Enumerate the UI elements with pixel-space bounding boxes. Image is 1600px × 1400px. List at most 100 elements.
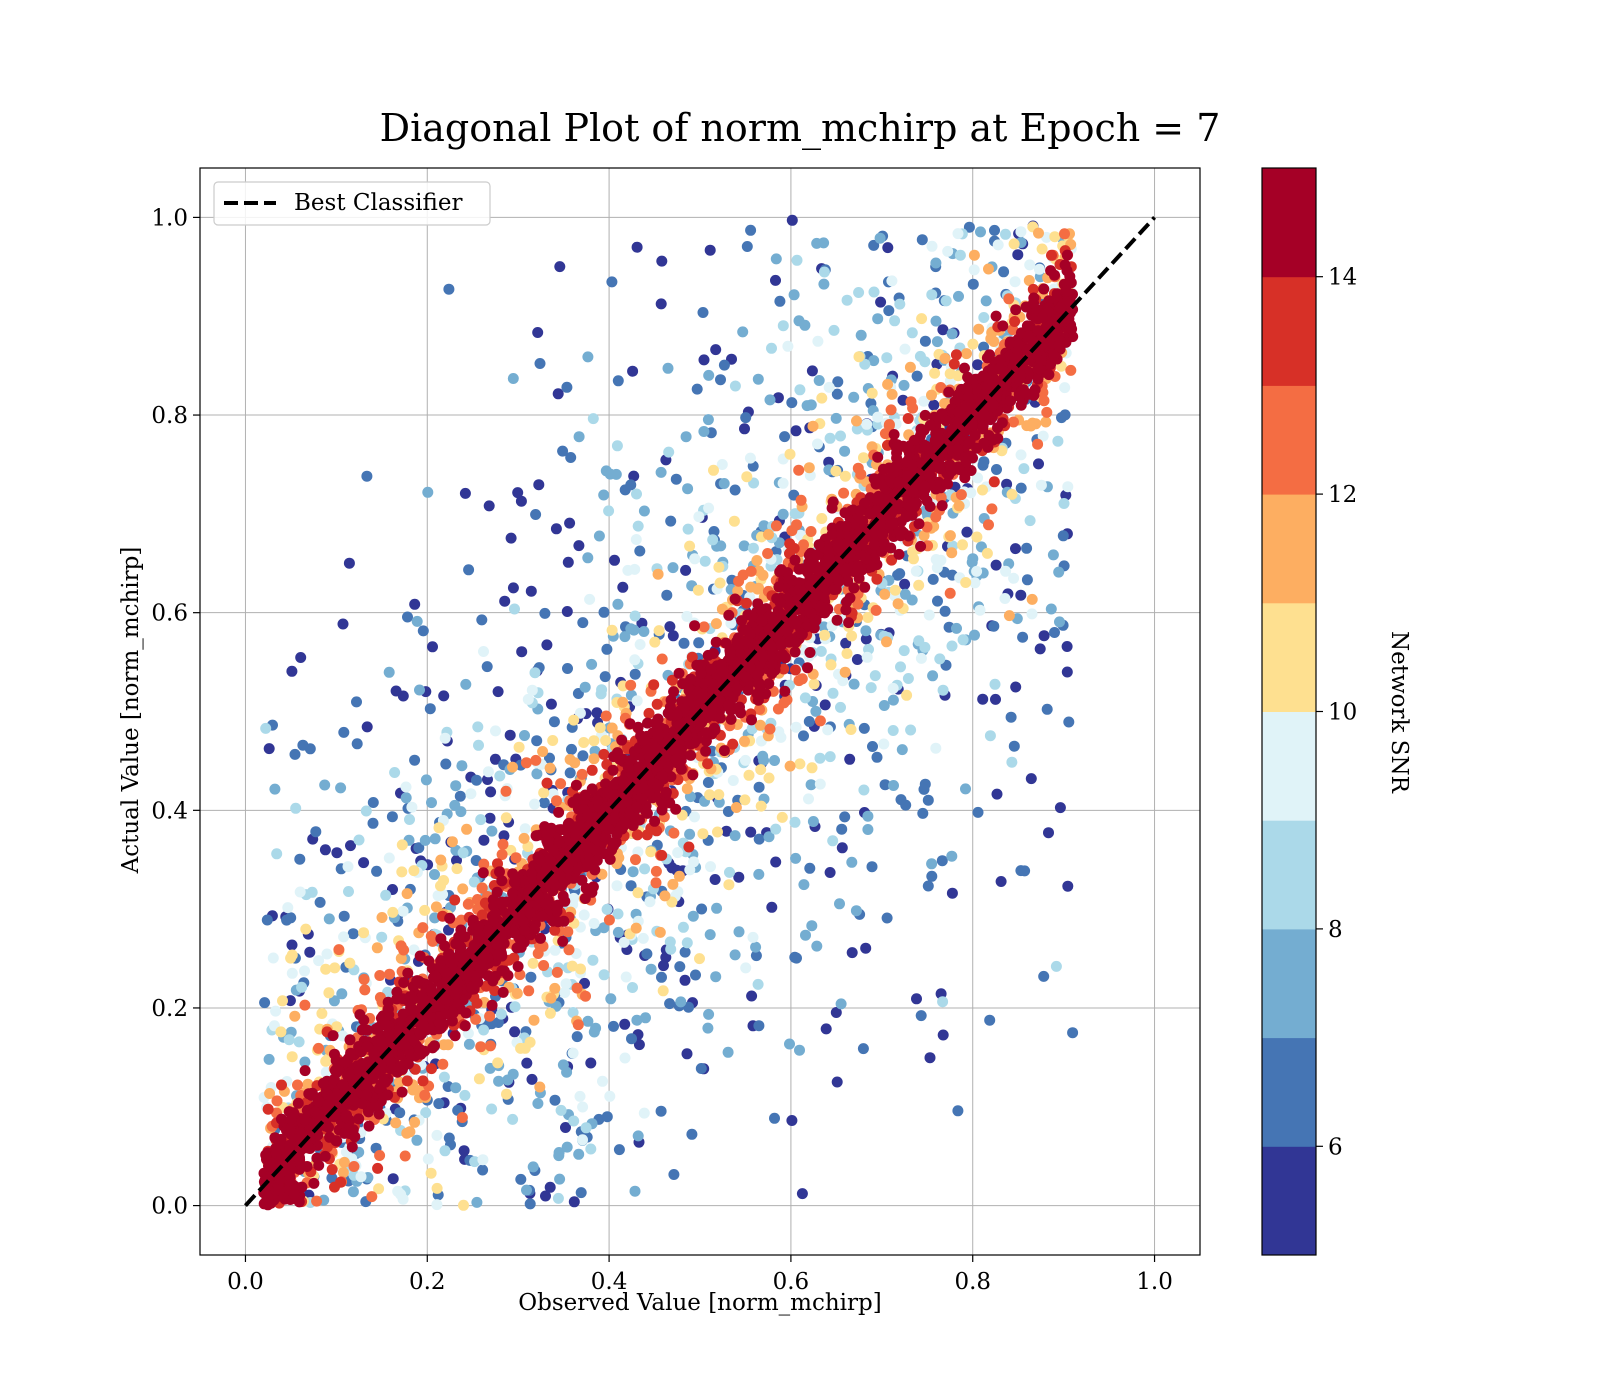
data-point <box>1033 227 1044 239</box>
data-point <box>885 404 897 416</box>
data-point <box>992 239 1004 251</box>
data-point <box>562 926 574 938</box>
data-point <box>345 840 356 852</box>
data-point <box>770 856 782 868</box>
data-point <box>881 636 892 648</box>
data-point <box>417 922 429 934</box>
data-point <box>789 664 801 676</box>
data-point <box>612 908 624 920</box>
data-point <box>975 226 986 238</box>
data-point <box>407 1084 419 1096</box>
data-point <box>683 841 695 853</box>
data-point <box>937 1029 949 1041</box>
data-point <box>438 1071 450 1083</box>
data-point <box>526 684 538 696</box>
data-point <box>454 790 466 802</box>
data-point <box>957 539 968 551</box>
data-point <box>968 264 980 276</box>
data-point <box>314 896 326 908</box>
data-point <box>758 755 770 766</box>
data-point <box>1015 482 1027 494</box>
data-point <box>929 367 941 379</box>
data-point <box>919 409 931 421</box>
data-point <box>681 1048 693 1060</box>
data-point <box>1025 420 1037 432</box>
data-point <box>586 764 598 776</box>
data-point <box>396 1086 408 1098</box>
data-point <box>568 892 580 904</box>
data-point <box>262 1103 274 1115</box>
data-point <box>555 778 567 790</box>
data-point <box>1041 406 1053 418</box>
data-point <box>999 593 1011 604</box>
data-point <box>1026 593 1038 605</box>
data-point <box>526 1073 538 1085</box>
data-point <box>952 228 964 240</box>
data-point <box>376 931 388 943</box>
data-point <box>816 392 828 404</box>
data-point <box>804 647 816 658</box>
data-point <box>918 783 930 795</box>
data-point <box>784 760 796 772</box>
data-point <box>878 700 890 711</box>
data-point <box>286 665 298 677</box>
data-point <box>1019 865 1031 877</box>
data-point <box>946 887 958 899</box>
data-point <box>972 472 984 484</box>
data-point <box>723 609 735 621</box>
data-point <box>568 1196 580 1208</box>
data-point <box>727 775 739 786</box>
data-point <box>668 686 680 698</box>
data-point <box>499 595 511 607</box>
data-point <box>948 358 960 370</box>
data-point <box>667 878 679 890</box>
data-point <box>942 245 954 257</box>
data-point <box>574 707 586 719</box>
data-point <box>611 880 623 892</box>
data-point <box>939 353 951 364</box>
data-point <box>978 312 990 323</box>
data-point <box>476 909 488 921</box>
data-point <box>358 973 370 985</box>
data-point <box>703 502 715 514</box>
data-point <box>547 735 559 746</box>
data-point <box>840 637 852 649</box>
data-point <box>870 604 882 616</box>
data-point <box>777 320 789 332</box>
data-point <box>784 1038 795 1050</box>
data-point <box>795 494 807 506</box>
data-point <box>457 847 469 859</box>
data-point <box>892 598 904 610</box>
data-point <box>632 520 644 532</box>
data-point <box>969 629 980 641</box>
data-point <box>406 801 418 813</box>
data-point <box>931 336 943 348</box>
data-point <box>954 249 966 261</box>
data-point <box>943 386 955 398</box>
data-point <box>862 810 874 822</box>
data-point <box>507 582 519 594</box>
data-point <box>310 826 322 838</box>
data-point <box>507 1113 519 1125</box>
data-point <box>347 1186 359 1198</box>
data-point <box>654 926 666 938</box>
data-point <box>299 999 311 1011</box>
data-point <box>901 689 913 701</box>
data-point <box>562 556 574 568</box>
data-point <box>402 611 413 623</box>
data-point <box>510 852 522 864</box>
data-point <box>534 1081 546 1093</box>
data-point <box>626 1033 637 1045</box>
data-point <box>1003 610 1015 622</box>
data-point <box>524 1036 536 1048</box>
data-point <box>604 468 616 480</box>
data-point <box>655 466 667 478</box>
data-point <box>577 1101 589 1113</box>
data-point <box>565 452 577 463</box>
data-point <box>926 240 938 252</box>
data-point <box>815 645 827 657</box>
data-point <box>578 909 590 921</box>
data-point <box>851 654 863 665</box>
data-point <box>899 588 911 600</box>
data-point <box>297 739 309 751</box>
